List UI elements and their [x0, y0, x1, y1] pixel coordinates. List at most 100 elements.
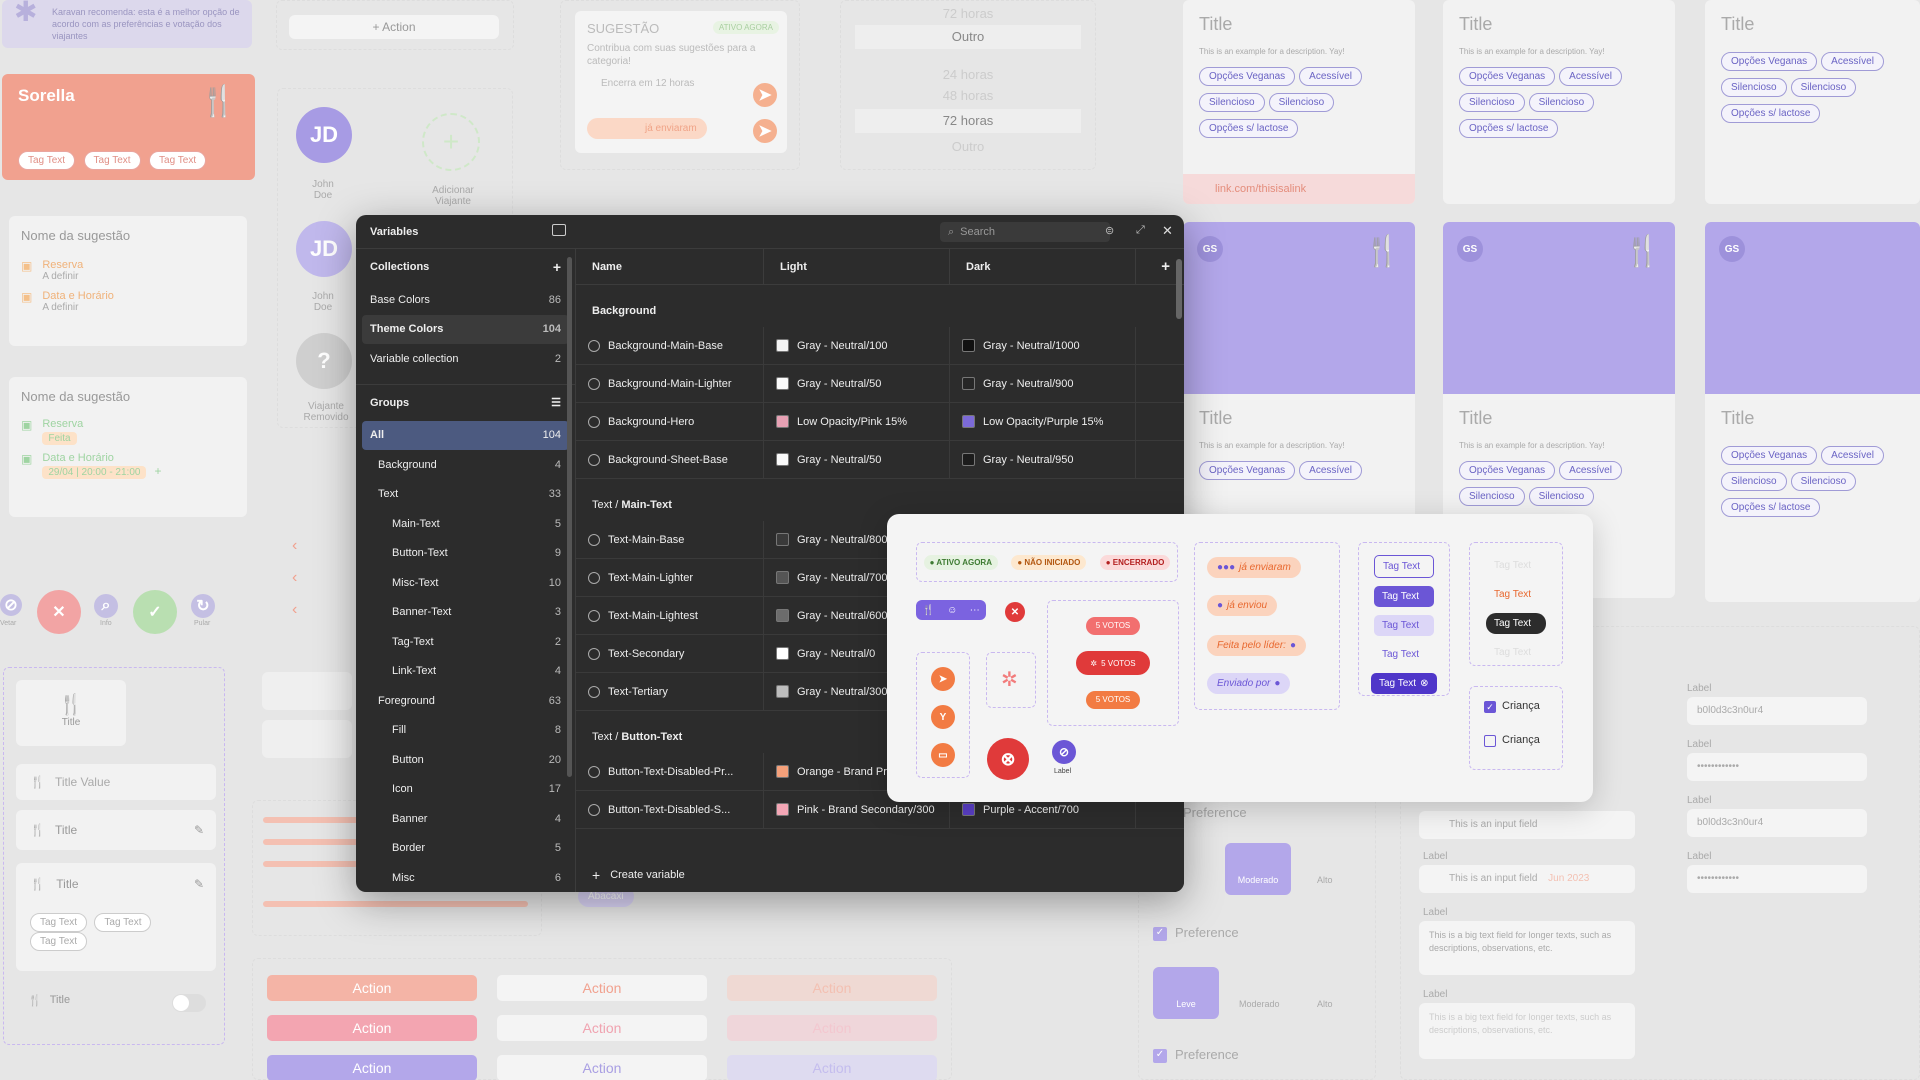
edit-icon[interactable]: ✎ [193, 823, 204, 837]
suggestion-card-1[interactable]: Nome da sugestão ▣ Reserva A definir ▣ Da… [9, 216, 247, 346]
tag-chip[interactable]: Acessível [1821, 446, 1884, 465]
action-button[interactable]: Action [497, 1055, 707, 1080]
tag-button-plain[interactable]: Tag Text [1382, 649, 1420, 660]
veto-button[interactable]: ⊘ [0, 594, 22, 616]
level-option[interactable]: Alto [1317, 999, 1333, 1009]
edit-icon[interactable]: ✎ [193, 877, 204, 891]
sidebar-toggle-icon[interactable] [552, 224, 566, 236]
fork-button[interactable]: Y [931, 705, 955, 729]
person-icon[interactable]: ☺ [947, 604, 958, 616]
avatar[interactable]: JD [296, 221, 352, 277]
search-box[interactable]: ⌕ Search [940, 222, 1110, 242]
tag-chip[interactable]: Opções Veganas [1199, 67, 1296, 86]
level-option-selected[interactable]: Leve [1153, 967, 1219, 1019]
add-icon[interactable]: + [154, 464, 162, 478]
tag-chip[interactable]: Acessível [1299, 67, 1362, 86]
tag-chip[interactable]: Opções Veganas [1459, 461, 1556, 480]
info-card-2[interactable]: Title This is an example for a descripti… [1443, 0, 1675, 204]
reserva-value[interactable]: A definir [42, 271, 79, 282]
variable-row[interactable]: Text-Main-Lighter Gray - Neutral/700 [576, 559, 1184, 597]
tag-button-outline[interactable]: Tag Text [1374, 555, 1434, 578]
date-value[interactable]: A definir [42, 302, 79, 313]
image-card-3[interactable]: GS Title Opções Veganas Acessível Silencios… [1705, 222, 1920, 602]
tag[interactable]: Tag Text [83, 151, 141, 170]
removed-avatar[interactable]: ? [296, 333, 352, 389]
time-option[interactable]: 48 horas [942, 88, 994, 103]
checkbox-unchecked[interactable] [1484, 735, 1496, 747]
close-icon[interactable]: ⊗ [1420, 678, 1429, 689]
variable-row[interactable]: Background-Main-Base Gray - Neutral/100 Gr… [576, 327, 1184, 365]
votes-pill-selected[interactable]: ✲ 5 VOTOS [1076, 651, 1150, 675]
title-tags-item[interactable]: 🍴 Title ✎ Tag Text Tag Text Tag Text [16, 863, 216, 971]
tag-button-filled[interactable]: Tag Text [1374, 586, 1434, 607]
suggestion-card-2[interactable]: Nome da sugestão ▣ Reserva Feita ▣ Data e… [9, 377, 247, 517]
sort-icon[interactable]: ☰ [551, 397, 561, 409]
tag-chip[interactable]: Silencioso [1459, 487, 1525, 506]
toggle-switch[interactable] [172, 994, 206, 1012]
add-mode-icon[interactable]: + [1161, 258, 1170, 275]
group-item[interactable]: Text 33 [356, 480, 575, 510]
hash-input[interactable]: b0l0d3c3n0ur4 [1687, 809, 1867, 837]
time-option[interactable]: 72 horas [855, 109, 1081, 133]
send-button[interactable]: ➤ [931, 667, 955, 691]
tag[interactable]: Tag Text [30, 913, 88, 932]
tag-chip[interactable]: Opções s/ lactose [1459, 119, 1559, 138]
light-value[interactable]: Gray - Neutral/700 [797, 571, 888, 584]
tag[interactable]: Tag Text [18, 151, 76, 170]
group-item[interactable]: Tag-Text 2 [356, 627, 575, 657]
level-option[interactable]: Alto [1317, 875, 1333, 885]
collection-item[interactable]: Base Colors 86 [356, 285, 575, 315]
info-card-3[interactable]: Title Opções Veganas Acessível Silencioso S… [1705, 0, 1920, 204]
tag-chip[interactable]: Silencioso [1459, 93, 1525, 112]
suggestion-card[interactable]: SUGESTÃO ATIVO AGORA Contribua com suas … [575, 11, 787, 153]
approve-button[interactable]: ✓ [133, 590, 177, 634]
time-option[interactable]: 24 horas [942, 67, 994, 82]
tag-faded[interactable]: Tag Text [1494, 560, 1532, 571]
votes-pill[interactable]: 5 VOTOS [1086, 617, 1140, 635]
reject-button[interactable]: ✕ [37, 590, 81, 634]
tag[interactable]: Tag Text [94, 913, 152, 932]
group-item[interactable]: Icon 17 [356, 775, 575, 805]
tag-chip[interactable]: Silencioso [1721, 78, 1787, 97]
variable-row[interactable]: Text-Main-Base Gray - Neutral/800 [576, 521, 1184, 559]
close-small-button[interactable]: ✕ [1005, 602, 1025, 622]
action-button[interactable]: Action [267, 1015, 477, 1041]
action-button[interactable]: Action [727, 1055, 937, 1080]
password-input[interactable]: •••••••••••• [1687, 753, 1867, 781]
filter-icon[interactable]: ⊜ [1105, 225, 1115, 237]
scrollbar[interactable] [1176, 259, 1182, 319]
add-action-button[interactable]: + Action [289, 15, 499, 39]
group-item[interactable]: Background 4 [356, 450, 575, 480]
title-edit-item[interactable]: 🍴 Title ✎ [16, 810, 216, 850]
tag-faded[interactable]: Tag Text [1494, 647, 1532, 658]
block-button[interactable]: ⊘ [1052, 740, 1076, 764]
group-item[interactable]: Link-Text 4 [356, 657, 575, 687]
light-value[interactable]: Gray - Neutral/50 [797, 453, 882, 466]
variable-row[interactable]: Text-Main-Lightest Gray - Neutral/600 [576, 597, 1184, 635]
tag-chip[interactable]: Acessível [1821, 52, 1884, 71]
group-item[interactable]: Misc-Text 10 [356, 568, 575, 598]
tag-chip[interactable]: Silencioso [1528, 487, 1595, 506]
checkbox-checked[interactable]: ✓ [1484, 701, 1496, 713]
tag[interactable]: Tag Text [149, 151, 207, 170]
tag-chip[interactable]: Silencioso [1199, 93, 1265, 112]
time-option[interactable]: Outro [951, 139, 985, 154]
collection-item[interactable]: Variable collection 2 [356, 344, 575, 374]
avatar[interactable]: JD [296, 107, 352, 163]
tag-chip[interactable]: Silencioso [1528, 93, 1595, 112]
tag-chip[interactable]: Acessível [1559, 67, 1622, 86]
group-item[interactable]: Border 5 [356, 834, 575, 864]
action-button[interactable]: Action [497, 975, 707, 1001]
group-item[interactable]: Fill 8 [356, 716, 575, 746]
variable-row[interactable]: Background-Hero Low Opacity/Pink 15% Low O… [576, 403, 1184, 441]
tag-chip[interactable]: Silencioso [1790, 78, 1857, 97]
dark-value[interactable]: Gray - Neutral/900 [983, 377, 1074, 390]
skip-button[interactable]: ↻ [191, 594, 215, 618]
tag-chip[interactable]: Opções Veganas [1721, 446, 1818, 465]
action-button[interactable]: Action [497, 1015, 707, 1041]
tag-dark[interactable]: Tag Text [1486, 613, 1546, 634]
tag-chip[interactable]: Opções Veganas [1721, 52, 1818, 71]
light-value[interactable]: Gray - Neutral/300 [797, 685, 888, 698]
time-option[interactable]: Outro [855, 25, 1081, 49]
group-item[interactable]: Banner-Text 3 [356, 598, 575, 628]
